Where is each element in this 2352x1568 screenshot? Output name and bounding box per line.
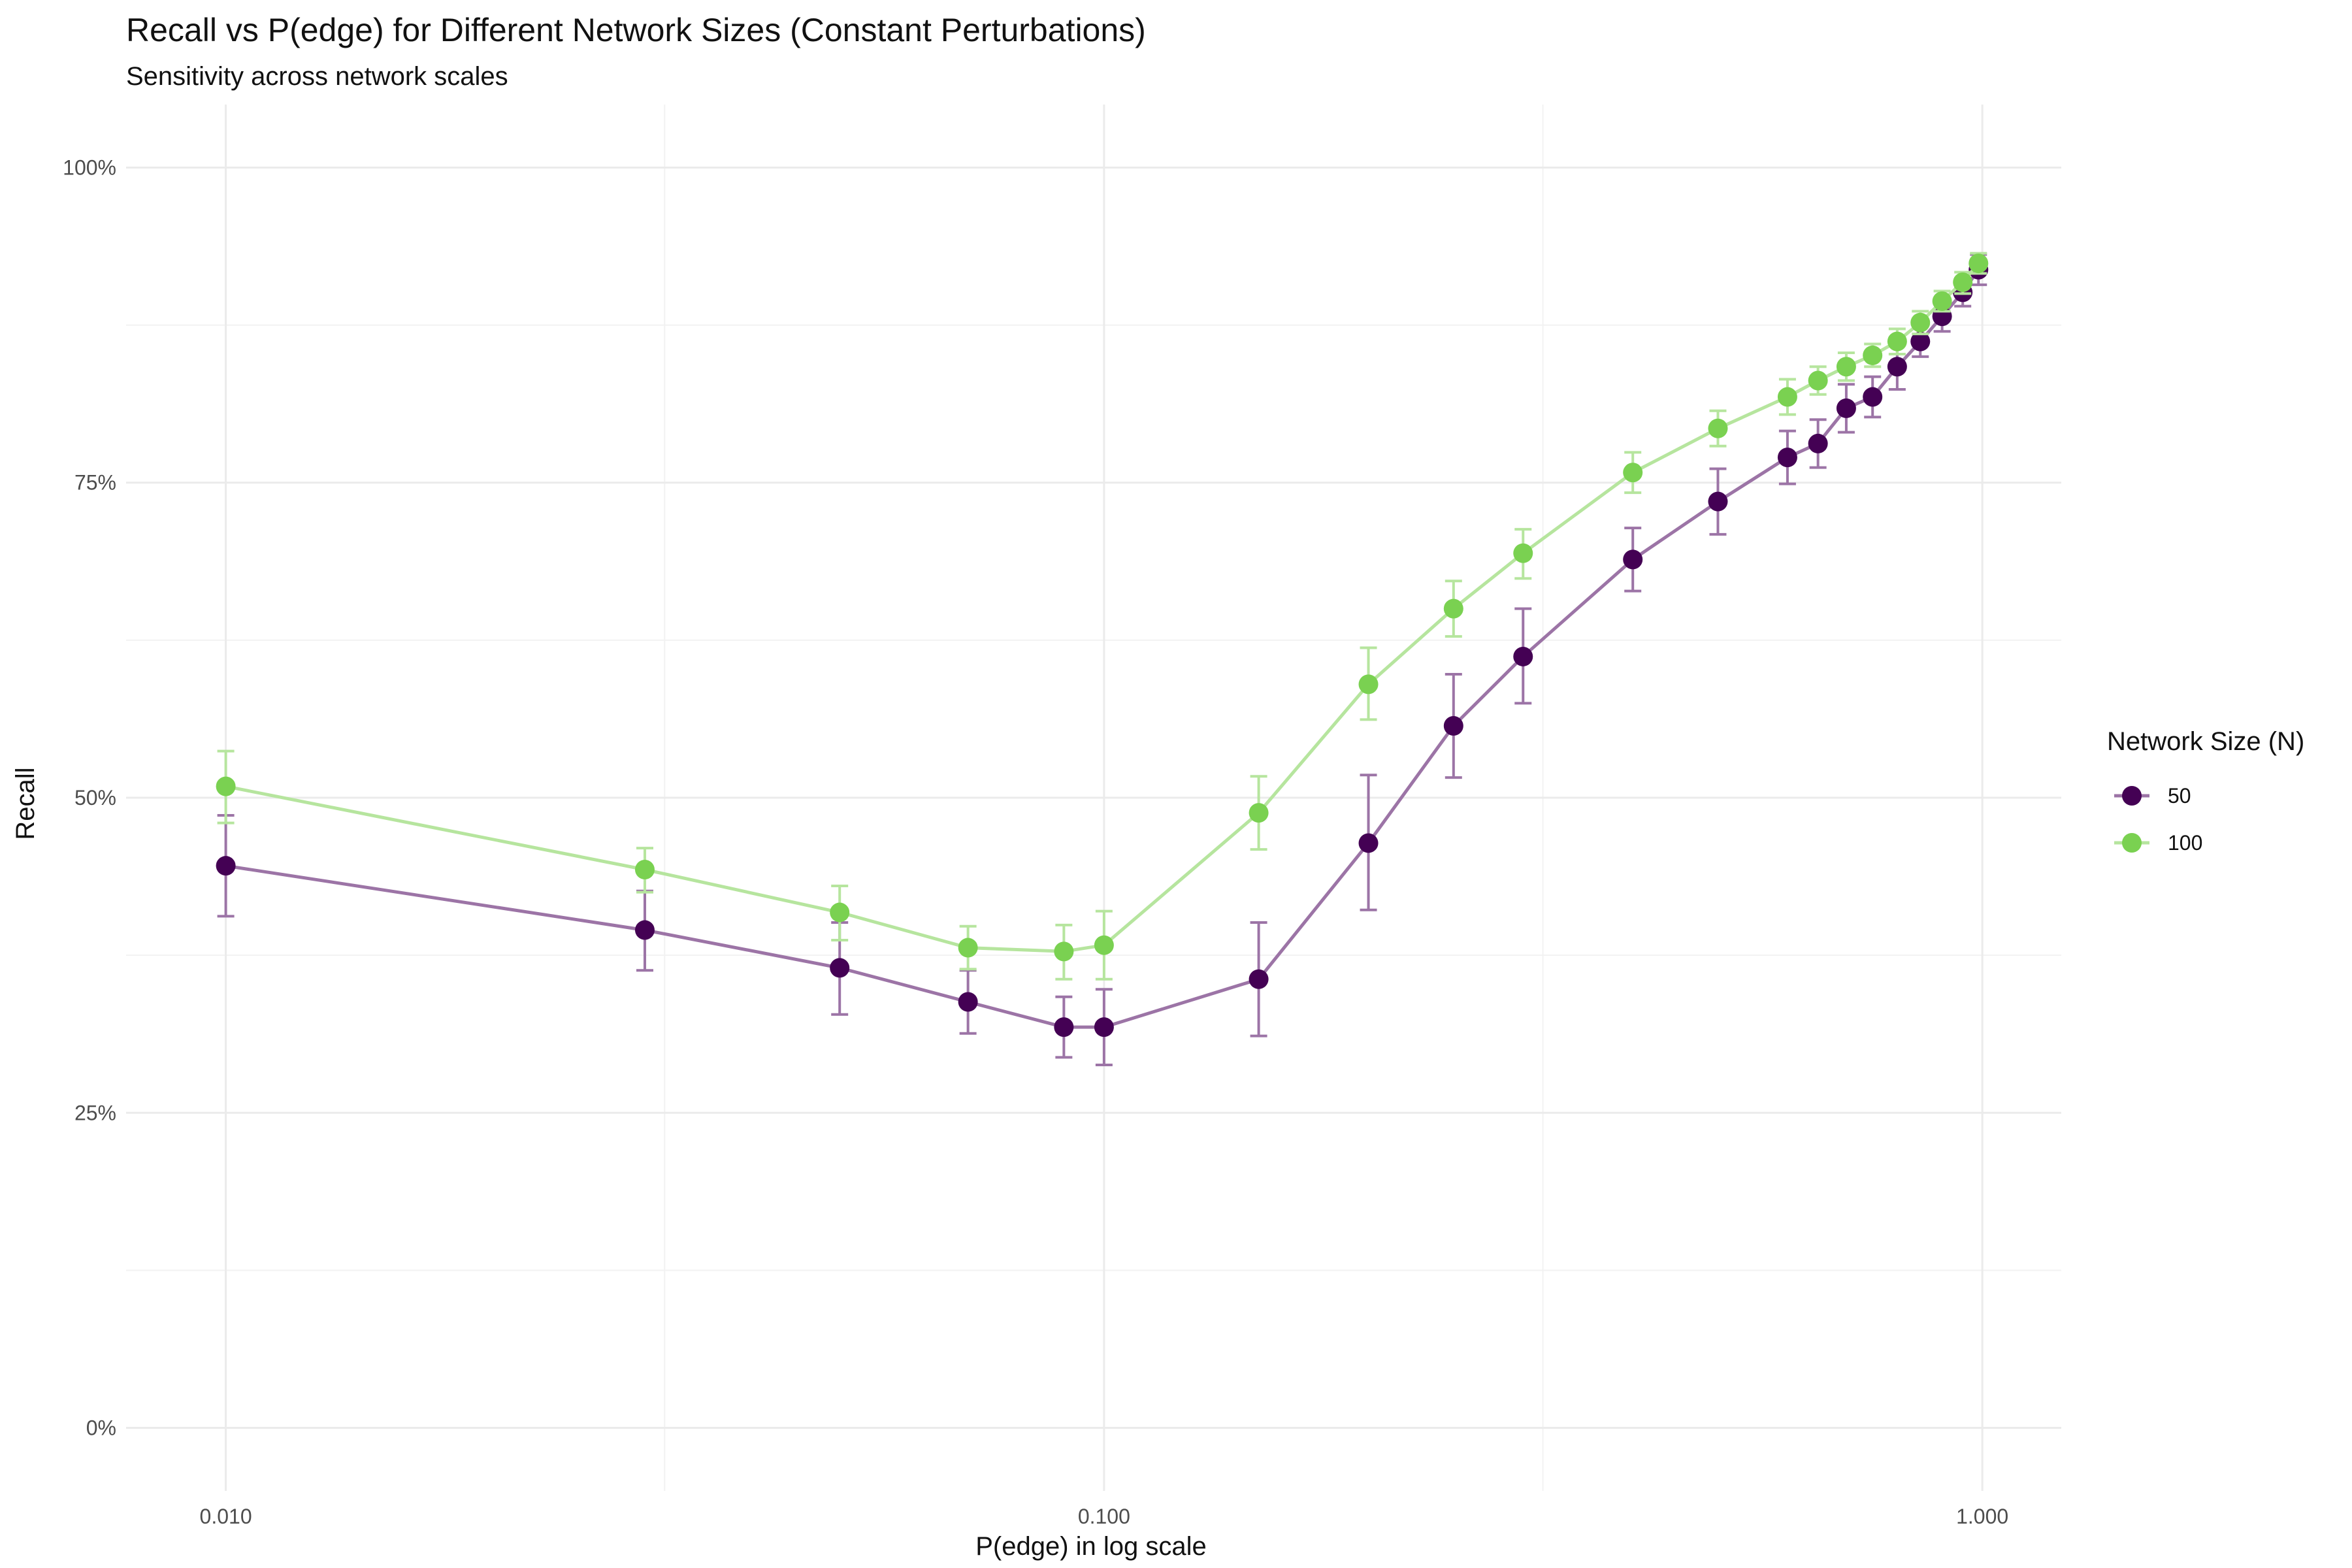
x-axis-title: P(edge) in log scale bbox=[975, 1532, 1207, 1561]
data-point bbox=[1863, 387, 1883, 407]
y-tick-label: 0% bbox=[86, 1416, 116, 1440]
data-point bbox=[1887, 331, 1907, 351]
y-axis-ticks: 0% 25% 50% 75% 100% bbox=[63, 155, 116, 1439]
legend-key-point bbox=[2122, 833, 2142, 853]
data-point bbox=[1910, 312, 1931, 333]
data-point bbox=[1863, 345, 1883, 365]
data-point bbox=[1054, 941, 1074, 962]
data-point bbox=[1094, 935, 1114, 955]
legend-item-100: 100 bbox=[2114, 831, 2202, 855]
data-point bbox=[1808, 433, 1828, 453]
data-point bbox=[958, 938, 978, 958]
data-point bbox=[1836, 357, 1856, 377]
x-tick-label: 1.000 bbox=[1956, 1505, 2008, 1528]
data-point bbox=[634, 859, 655, 879]
data-point bbox=[1054, 1017, 1074, 1037]
data-point bbox=[1887, 357, 1907, 377]
y-tick-label: 50% bbox=[74, 786, 116, 809]
chart-subtitle: Sensitivity across network scales bbox=[126, 62, 508, 91]
legend-label: 50 bbox=[2168, 784, 2191, 808]
legend-key-point bbox=[2122, 786, 2142, 806]
data-point bbox=[216, 776, 236, 796]
series-line bbox=[225, 269, 1980, 1029]
data-point bbox=[1513, 543, 1533, 563]
data-point bbox=[1777, 448, 1797, 468]
data-point bbox=[1094, 1017, 1114, 1037]
data-point bbox=[830, 902, 850, 923]
data-point bbox=[1358, 674, 1379, 694]
data-point bbox=[1808, 370, 1828, 391]
series-100 bbox=[216, 252, 1989, 981]
data-point bbox=[1623, 549, 1643, 570]
x-tick-label: 0.100 bbox=[1078, 1505, 1130, 1528]
legend-title: Network Size (N) bbox=[2107, 727, 2304, 756]
data-point bbox=[1968, 253, 1989, 274]
data-point bbox=[1708, 418, 1728, 438]
data-point bbox=[1443, 598, 1463, 619]
y-tick-label: 25% bbox=[74, 1101, 116, 1124]
data-point bbox=[1777, 387, 1797, 407]
data-point bbox=[1932, 291, 1952, 311]
y-tick-label: 75% bbox=[74, 471, 116, 495]
y-tick-label: 100% bbox=[63, 155, 116, 179]
data-point bbox=[1623, 463, 1643, 483]
series-layer bbox=[216, 252, 1989, 1066]
data-point bbox=[1249, 803, 1269, 823]
chart-title: Recall vs P(edge) for Different Network … bbox=[126, 12, 1146, 48]
grid bbox=[126, 105, 2061, 1491]
data-point bbox=[1513, 646, 1533, 666]
legend: Network Size (N) 50 100 bbox=[2107, 727, 2304, 855]
x-tick-label: 0.010 bbox=[200, 1505, 252, 1528]
y-axis-title: Recall bbox=[11, 767, 40, 840]
data-point bbox=[1358, 833, 1379, 853]
data-point bbox=[216, 856, 236, 876]
legend-label: 100 bbox=[2168, 831, 2202, 855]
legend-item-50: 50 bbox=[2114, 784, 2191, 808]
data-point bbox=[1836, 398, 1856, 418]
data-point bbox=[1708, 491, 1728, 512]
series-line bbox=[225, 262, 1980, 953]
data-point bbox=[1443, 716, 1463, 736]
data-point bbox=[830, 958, 850, 978]
data-point bbox=[958, 992, 978, 1012]
data-point bbox=[634, 920, 655, 940]
data-point bbox=[1249, 969, 1269, 989]
data-point bbox=[1953, 272, 1973, 293]
x-axis-ticks: 0.010 0.100 1.000 bbox=[200, 1505, 2009, 1528]
data-point bbox=[1910, 331, 1931, 351]
